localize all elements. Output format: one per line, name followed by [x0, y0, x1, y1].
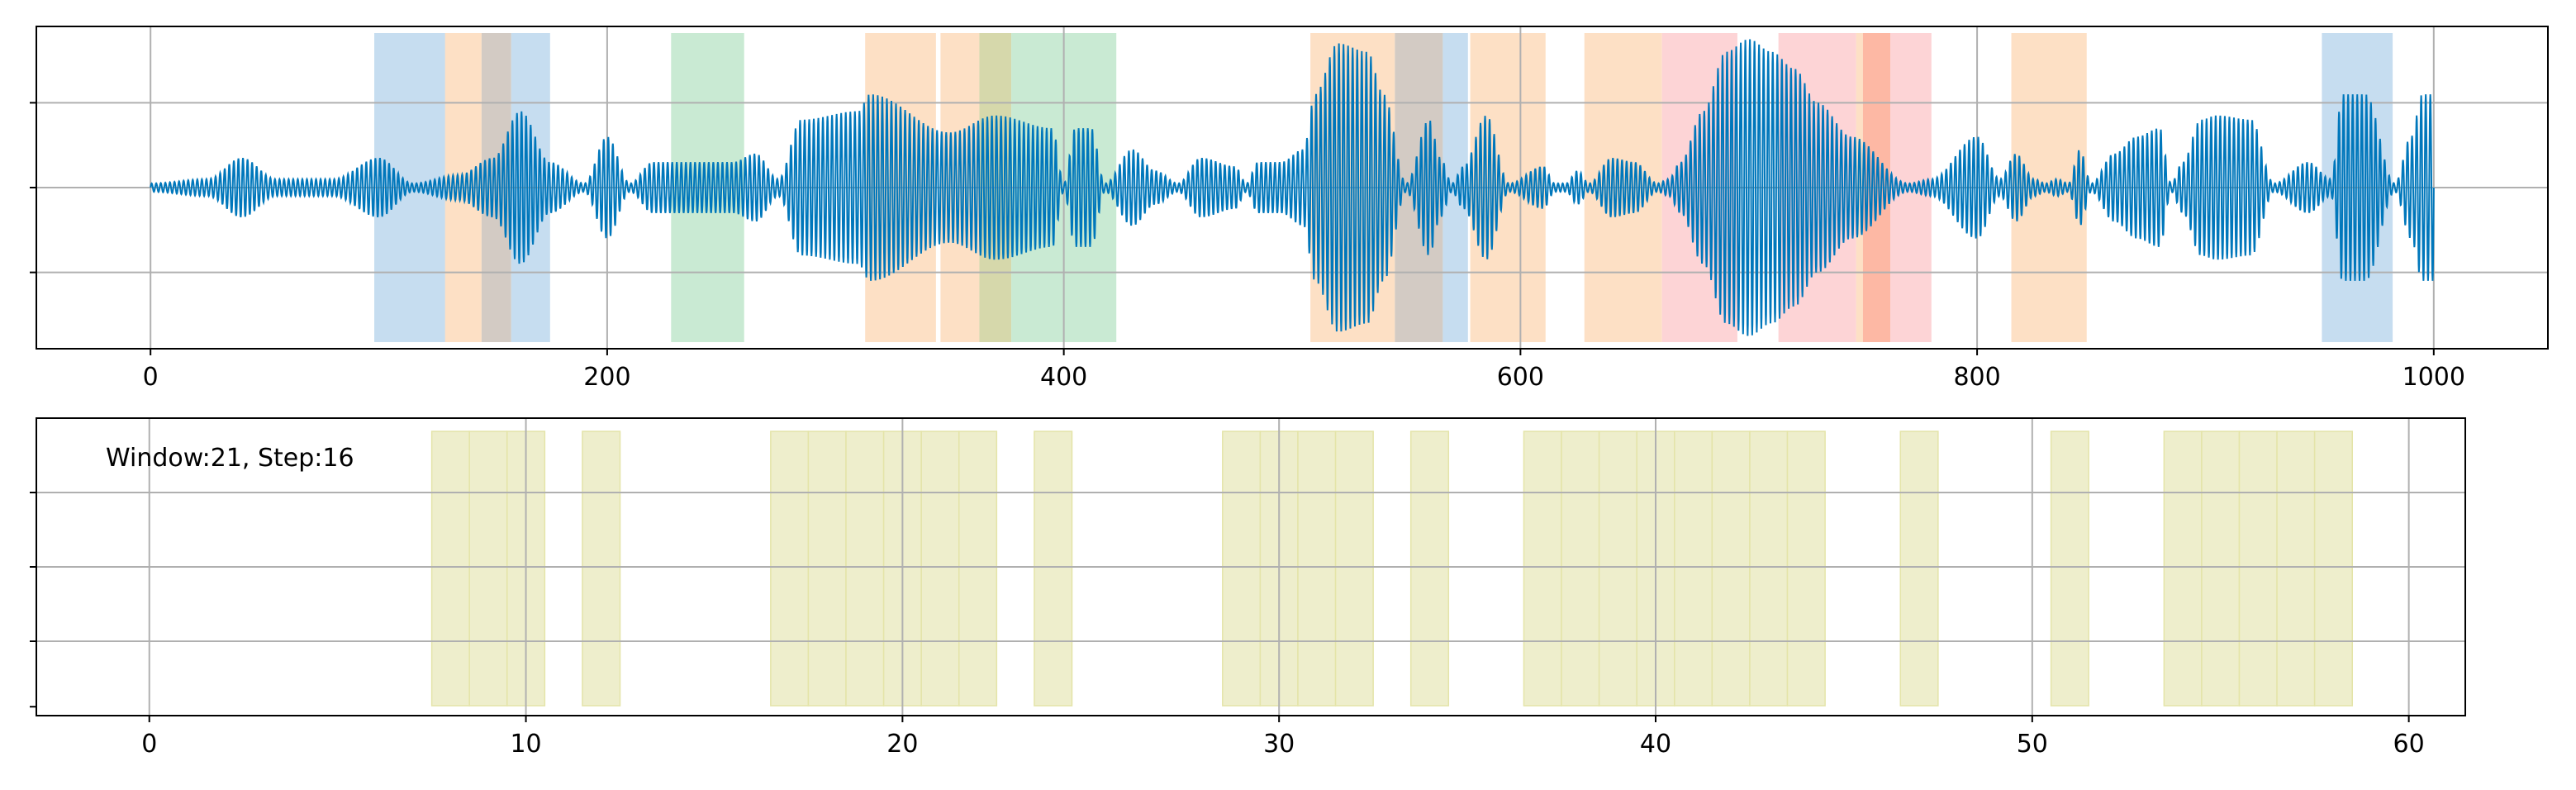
window-bar — [1674, 431, 1713, 707]
window-bar — [1598, 431, 1637, 707]
window-bar — [2276, 431, 2316, 707]
window-bar — [1561, 431, 1600, 707]
window-bar — [1711, 431, 1751, 707]
window-bar — [1409, 431, 1450, 707]
x-tick-label: 400 — [1040, 363, 1087, 392]
window-bar — [920, 431, 960, 707]
window-bar — [2201, 431, 2241, 707]
waveform-signal — [150, 39, 2435, 336]
x-tick-label: 50 — [2017, 730, 2048, 759]
x-tick-label: 0 — [141, 730, 157, 759]
window-bar — [2313, 431, 2354, 707]
window-bar — [2238, 431, 2278, 707]
x-tick-label: 600 — [1497, 363, 1544, 392]
windows-ticks: 0 10 20 30 40 50 60 — [30, 492, 2425, 759]
window-bar — [582, 431, 621, 707]
x-tick-label: 40 — [1640, 730, 1671, 759]
window-bar — [430, 431, 470, 707]
windows-axes: 0 10 20 30 40 50 60 Window:21, Step:16 — [30, 417, 2466, 759]
x-tick-label: 20 — [886, 730, 918, 759]
x-tick-label: 30 — [1263, 730, 1295, 759]
window-bar — [1749, 431, 1789, 707]
window-bar — [1034, 431, 1073, 707]
window-bar — [2163, 431, 2203, 707]
signal-line — [150, 39, 2435, 336]
window-bar — [2050, 431, 2089, 707]
waveform-ticks: 0 200 400 600 800 1000 — [30, 102, 2465, 392]
x-tick-label: 10 — [510, 730, 541, 759]
window-bar — [1899, 431, 1939, 707]
windows-grid — [36, 418, 2465, 716]
x-tick-label: 60 — [2393, 730, 2425, 759]
window-bar — [1297, 431, 1337, 707]
window-bar — [958, 431, 998, 707]
window-bar — [1523, 431, 1562, 707]
window-bar — [468, 431, 508, 707]
x-tick-label: 800 — [1953, 363, 2000, 392]
x-tick-label: 0 — [143, 363, 159, 392]
window-bar — [1786, 431, 1826, 707]
window-bar — [1222, 431, 1262, 707]
waveform-axes: 0 200 400 600 800 1000 — [30, 26, 2549, 392]
window-bar — [770, 431, 810, 707]
window-bar — [845, 431, 885, 707]
window-bar — [807, 431, 847, 707]
window-step-annotation: Window:21, Step:16 — [106, 444, 354, 473]
window-bar — [1334, 431, 1374, 707]
x-tick-label: 1000 — [2403, 363, 2465, 392]
x-tick-label: 200 — [583, 363, 630, 392]
